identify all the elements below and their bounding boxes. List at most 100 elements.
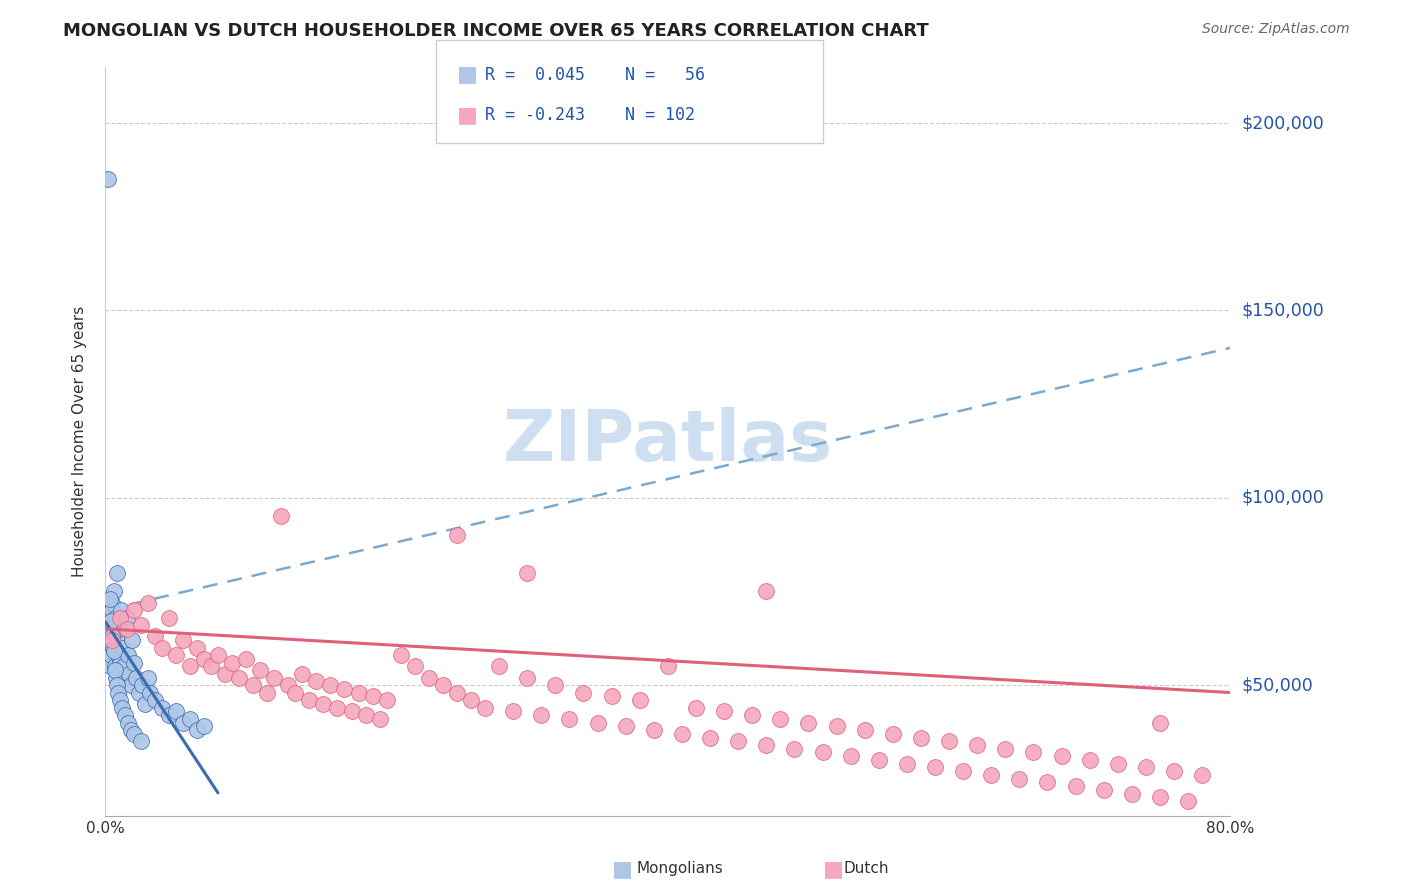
Point <box>333 681 356 696</box>
Point <box>1149 790 1171 805</box>
Point <box>107 685 129 699</box>
Point <box>97 610 120 624</box>
Point <box>221 656 243 670</box>
Point <box>797 715 820 730</box>
Point <box>263 671 285 685</box>
Text: ■: ■ <box>612 859 633 879</box>
Point <box>122 727 145 741</box>
Point <box>1135 760 1157 774</box>
Point <box>1092 783 1115 797</box>
Point <box>270 509 292 524</box>
Point <box>104 610 127 624</box>
Point <box>108 693 131 707</box>
Point <box>249 663 271 677</box>
Point <box>131 678 153 692</box>
Point <box>1177 794 1199 808</box>
Point <box>122 603 145 617</box>
Point <box>112 659 135 673</box>
Point <box>179 712 201 726</box>
Point <box>354 708 377 723</box>
Point <box>242 678 264 692</box>
Point <box>118 666 141 681</box>
Point <box>165 704 187 718</box>
Point <box>172 715 194 730</box>
Point <box>1163 764 1185 779</box>
Text: MONGOLIAN VS DUTCH HOUSEHOLDER INCOME OVER 65 YEARS CORRELATION CHART: MONGOLIAN VS DUTCH HOUSEHOLDER INCOME OV… <box>63 22 929 40</box>
Point <box>98 622 122 636</box>
Point <box>446 528 468 542</box>
Point <box>125 671 148 685</box>
Point <box>193 652 215 666</box>
Point <box>1008 772 1031 786</box>
Point <box>103 640 124 655</box>
Point <box>755 584 778 599</box>
Point <box>139 685 162 699</box>
Point <box>105 566 128 580</box>
Point <box>418 671 440 685</box>
Point <box>305 674 328 689</box>
Text: ■: ■ <box>823 859 844 879</box>
Point <box>98 659 121 673</box>
Point <box>312 697 335 711</box>
Point <box>136 596 159 610</box>
Point <box>129 618 152 632</box>
Text: $200,000: $200,000 <box>1241 114 1324 132</box>
Point <box>150 640 173 655</box>
Point <box>110 603 132 617</box>
Point <box>643 723 665 737</box>
Point <box>143 629 166 643</box>
Point <box>516 671 538 685</box>
Point <box>910 731 932 745</box>
Point <box>157 708 180 723</box>
Point <box>104 659 127 673</box>
Point <box>117 715 139 730</box>
Point <box>235 652 257 666</box>
Point <box>628 693 651 707</box>
Point <box>105 671 127 685</box>
Point <box>980 768 1002 782</box>
Point <box>368 712 391 726</box>
Point <box>446 685 468 699</box>
Point <box>291 666 314 681</box>
Point <box>1050 749 1073 764</box>
Point <box>103 644 125 658</box>
Point <box>98 633 120 648</box>
Text: $50,000: $50,000 <box>1241 676 1313 694</box>
Point <box>115 622 138 636</box>
Point <box>671 727 693 741</box>
Point <box>994 741 1017 756</box>
Point <box>741 708 763 723</box>
Point <box>186 723 208 737</box>
Point <box>172 633 194 648</box>
Text: R = -0.243    N = 102: R = -0.243 N = 102 <box>485 106 695 124</box>
Point <box>107 648 129 662</box>
Point <box>129 734 152 748</box>
Point <box>101 596 124 610</box>
Point <box>572 685 595 699</box>
Point <box>896 756 918 771</box>
Text: $100,000: $100,000 <box>1241 489 1324 507</box>
Point <box>111 640 134 655</box>
Point <box>101 629 124 643</box>
Point <box>284 685 307 699</box>
Point <box>120 723 142 737</box>
Point <box>319 678 342 692</box>
Point <box>134 697 156 711</box>
Point <box>96 172 118 186</box>
Point <box>699 731 721 745</box>
Point <box>769 712 792 726</box>
Point <box>502 704 524 718</box>
Point <box>101 603 124 617</box>
Point <box>214 666 236 681</box>
Point <box>1078 753 1101 767</box>
Point <box>298 693 321 707</box>
Point <box>755 738 778 752</box>
Point <box>103 584 125 599</box>
Point <box>107 633 129 648</box>
Point <box>120 678 142 692</box>
Point <box>136 671 159 685</box>
Point <box>966 738 988 752</box>
Point <box>586 715 609 730</box>
Text: Source: ZipAtlas.com: Source: ZipAtlas.com <box>1202 22 1350 37</box>
Point <box>179 659 201 673</box>
